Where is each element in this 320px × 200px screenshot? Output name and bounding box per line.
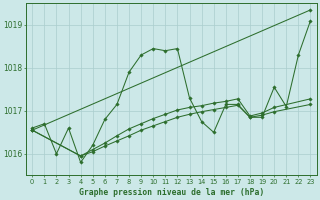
X-axis label: Graphe pression niveau de la mer (hPa): Graphe pression niveau de la mer (hPa) [79, 188, 264, 197]
